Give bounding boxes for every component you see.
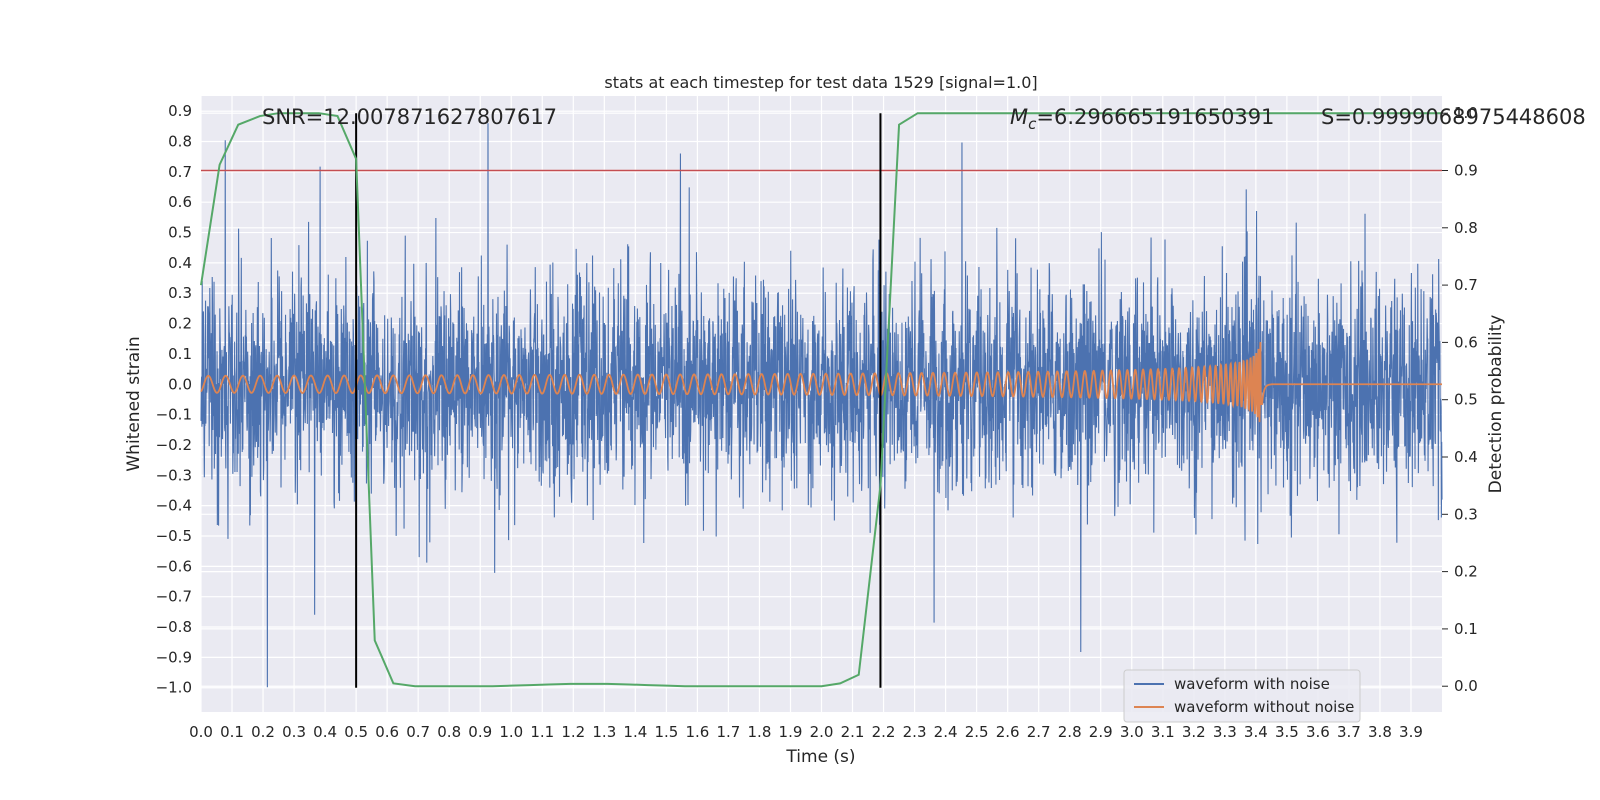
y2-tick-label: 0.8 — [1454, 219, 1478, 237]
y2-tick-label: 0.2 — [1454, 563, 1478, 581]
x-tick-label: 2.8 — [1058, 723, 1082, 741]
y2-tick-label: 0.1 — [1454, 620, 1478, 638]
legend-label-clean: waveform without noise — [1174, 698, 1354, 716]
y-tick-label: −0.7 — [156, 588, 192, 606]
y-tick-label: 0.2 — [168, 315, 192, 333]
chart-title: stats at each timestep for test data 152… — [604, 73, 1037, 92]
x-tick-label: 3.7 — [1337, 723, 1361, 741]
y2-tick-label: 0.7 — [1454, 276, 1478, 294]
x-tick-label: 3.9 — [1399, 723, 1423, 741]
overlay-layer — [200, 112, 1442, 688]
y-tick-label: −1.0 — [156, 679, 192, 697]
y2-tick-label: 0.5 — [1454, 391, 1478, 409]
y2-tick-label: 0.9 — [1454, 161, 1478, 179]
y-tick-label: 0.0 — [168, 375, 192, 393]
y2-tick-label: 0.3 — [1454, 505, 1478, 523]
x-tick-label: 3.1 — [1151, 723, 1175, 741]
y-axis-label: Whitened strain — [124, 336, 144, 471]
y2-tick-label: 0.0 — [1454, 677, 1478, 695]
x-tick-label: 3.2 — [1182, 723, 1206, 741]
y-tick-label: 0.7 — [168, 163, 192, 181]
y-tick-label: 0.4 — [168, 254, 192, 272]
x-tick-label: 0.7 — [406, 723, 430, 741]
x-tick-label: 0.5 — [344, 723, 368, 741]
legend: waveform with noise waveform without noi… — [1123, 669, 1361, 723]
chirp-mass-value: =6.296665191650391 — [1036, 105, 1274, 129]
x-tick-label: 2.7 — [1027, 723, 1051, 741]
y-tick-label: −0.8 — [156, 618, 192, 636]
y-tick-label: −0.5 — [156, 527, 192, 545]
x-tick-label: 3.3 — [1213, 723, 1237, 741]
x-tick-label: 0.3 — [282, 723, 306, 741]
y-tick-label: −0.9 — [156, 648, 192, 666]
x-tick-label: 1.2 — [561, 723, 585, 741]
x-tick-label: 1.3 — [592, 723, 616, 741]
x-tick-label: 2.9 — [1089, 723, 1113, 741]
x-tick-label: 0.6 — [375, 723, 399, 741]
y-tick-label: 0.6 — [168, 193, 192, 211]
clean-waveform-line — [200, 342, 1442, 423]
x-tick-label: 2.5 — [965, 723, 989, 741]
x-axis-label: Time (s) — [785, 747, 855, 767]
x-tick-label: 0.9 — [468, 723, 492, 741]
legend-label-noise: waveform with noise — [1174, 675, 1330, 693]
y-tick-label: 0.9 — [168, 102, 192, 120]
x-tick-label: 2.6 — [996, 723, 1020, 741]
x-tick-label: 0.2 — [251, 723, 275, 741]
tick-labels: 0.0 0.1 0.2 0.3 0.4 0.5 0.6 0.7 0.8 0.9 1.0 1.1 1.2 1… — [156, 102, 1478, 741]
x-tick-label: 3.0 — [1120, 723, 1144, 741]
y2-tick-label: 1.0 — [1454, 104, 1478, 122]
x-tick-label: 2.1 — [841, 723, 865, 741]
x-tick-label: 0.1 — [220, 723, 244, 741]
legend-box — [1123, 669, 1361, 723]
x-tick-label: 0.4 — [313, 723, 337, 741]
x-tick-label: 3.5 — [1275, 723, 1299, 741]
y2-axis-label: Detection probability — [1486, 315, 1506, 494]
x-tick-label: 1.6 — [685, 723, 709, 741]
y-tick-label: 0.1 — [168, 345, 192, 363]
y-tick-label: −0.2 — [156, 436, 192, 454]
chirp-mass-annotation: Mc=6.296665191650391 — [1010, 105, 1274, 133]
y2-tick-label: 0.6 — [1454, 333, 1478, 351]
y-tick-label: 0.3 — [168, 284, 192, 302]
x-tick-label: 1.5 — [654, 723, 678, 741]
x-tick-label: 1.9 — [779, 723, 803, 741]
x-tick-label: 1.4 — [623, 723, 647, 741]
y-tick-label: −0.4 — [156, 497, 192, 515]
x-tick-label: 3.6 — [1306, 723, 1330, 741]
x-tick-label: 3.4 — [1244, 723, 1268, 741]
x-tick-label: 2.3 — [903, 723, 927, 741]
chirp-mass-symbol: M — [1010, 105, 1028, 129]
x-tick-label: 1.1 — [530, 723, 554, 741]
snr-annotation: SNR=12.007871627807617 — [262, 105, 557, 129]
chirp-mass-subscript: c — [1028, 115, 1037, 133]
x-tick-label: 0.8 — [437, 723, 461, 741]
x-tick-label: 2.2 — [872, 723, 896, 741]
y-tick-label: 0.5 — [168, 224, 192, 242]
x-tick-label: 1.0 — [499, 723, 523, 741]
x-tick-label: 2.4 — [934, 723, 958, 741]
s-annotation: S=0.9999068975448608 — [1321, 105, 1586, 129]
detection-probability-line — [200, 112, 1442, 688]
x-tick-label: 3.8 — [1368, 723, 1392, 741]
y-tick-label: 0.8 — [168, 133, 192, 151]
x-tick-label: 0.0 — [189, 723, 213, 741]
clean-waveform-layer — [200, 342, 1442, 423]
x-tick-label: 1.7 — [716, 723, 740, 741]
x-tick-label: 2.0 — [810, 723, 834, 741]
x-tick-label: 1.8 — [748, 723, 772, 741]
y-tick-label: −0.3 — [156, 466, 192, 484]
y2-tick-label: 0.4 — [1454, 448, 1478, 466]
y-tick-label: −0.1 — [156, 406, 192, 424]
y-tick-label: −0.6 — [156, 557, 192, 575]
